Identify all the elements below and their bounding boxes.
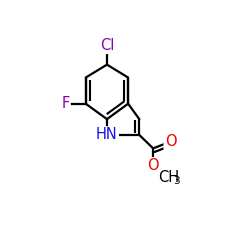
Text: 3: 3 [173, 176, 180, 186]
Text: F: F [62, 96, 70, 111]
Text: CH: CH [158, 170, 179, 185]
Text: O: O [147, 158, 159, 173]
Text: O: O [165, 134, 176, 149]
Text: HN: HN [96, 128, 118, 142]
Text: Cl: Cl [100, 38, 114, 53]
